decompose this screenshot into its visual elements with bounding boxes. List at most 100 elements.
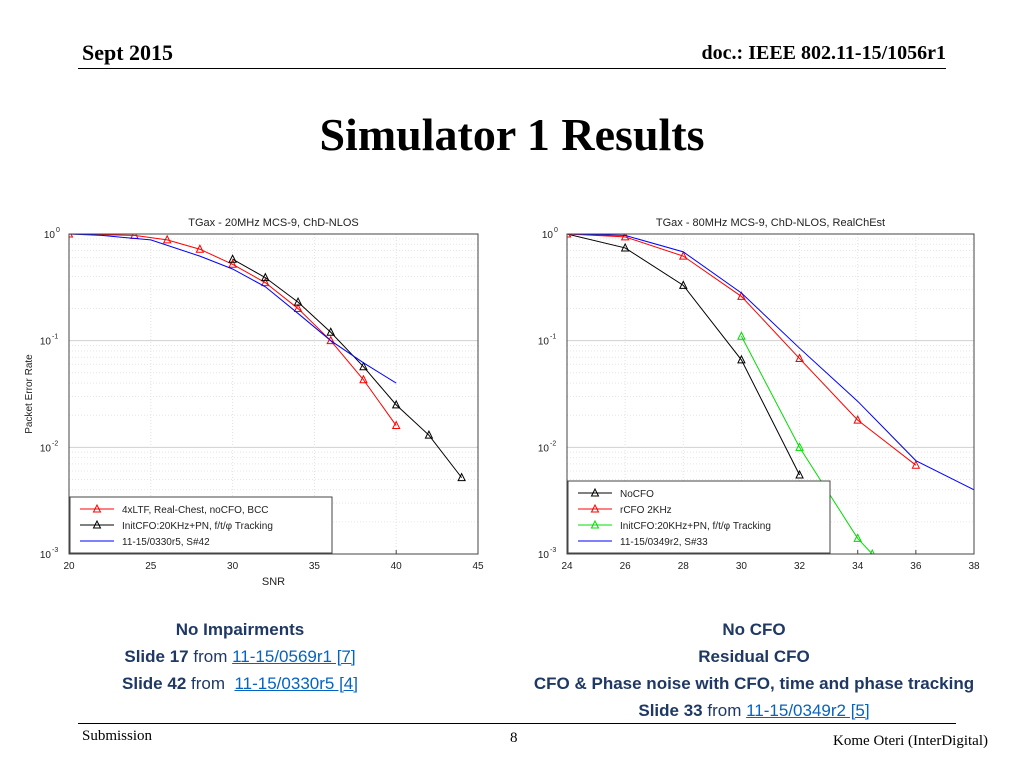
x-tick-label: 26	[620, 561, 632, 572]
y-tick-label: 10	[538, 550, 550, 561]
series-line	[567, 234, 801, 476]
data-point	[457, 472, 466, 482]
x-tick-label: 38	[968, 561, 980, 572]
legend-label: rCFO 2KHz	[620, 505, 672, 516]
x-tick-label: 24	[561, 561, 573, 572]
data-point	[293, 303, 303, 313]
header-date: Sept 2015	[82, 40, 174, 65]
series-line	[69, 234, 397, 384]
legend-marker	[92, 503, 102, 513]
x-tick-label: 25	[145, 561, 157, 572]
data-point	[853, 533, 863, 542]
series-line	[232, 258, 463, 478]
axes-box	[68, 233, 479, 555]
caption-right-line3: CFO & Phase noise with CFO, time and pha…	[533, 674, 975, 693]
y-tick-exponent: -2	[550, 440, 556, 447]
series-line	[567, 234, 917, 466]
x-tick-label: 20	[63, 561, 75, 572]
x-tick-label: 40	[391, 561, 403, 572]
data-point	[359, 361, 368, 371]
caption-right-from: from	[707, 701, 742, 720]
axes-box	[566, 233, 975, 555]
legend-label: InitCFO:20KHz+PN, f/t/φ Tracking	[620, 521, 771, 532]
legend-label: 4xLTF, Real-Chest, noCFO, BCC	[122, 505, 269, 516]
caption-right-line2: Residual CFO	[698, 647, 810, 666]
series-line	[567, 234, 974, 491]
caption-left-slide-2: Slide 42	[122, 674, 187, 693]
data-point	[678, 280, 688, 289]
data-point	[293, 296, 303, 306]
data-point	[424, 430, 434, 439]
x-tick-label: 28	[678, 561, 690, 572]
y-tick-label: 10	[538, 443, 550, 454]
data-point	[261, 277, 270, 287]
caption-left-line1: No Impairments	[175, 620, 305, 639]
legend-label: 11-15/0330r5, S#42	[122, 537, 210, 548]
legend-label: InitCFO:20KHz+PN, f/t/φ Tracking	[122, 521, 273, 532]
caption-left-link-2[interactable]: 11-15/0330r5 [4]	[234, 674, 358, 693]
caption-right-slide: Slide 33	[638, 701, 703, 720]
caption-right-link[interactable]: 11-15/0349r2 [5]	[746, 701, 870, 720]
data-point	[162, 234, 172, 244]
data-point	[620, 242, 630, 252]
legend-marker	[590, 503, 600, 513]
legend-label: NoCFO	[620, 489, 654, 500]
legend-marker	[590, 487, 600, 497]
data-point	[737, 291, 746, 300]
legend-marker	[590, 519, 600, 529]
series-group	[69, 234, 466, 482]
caption-left-from-2: from	[191, 674, 226, 693]
data-point	[228, 259, 237, 268]
y-tick-label: 10	[542, 230, 554, 241]
x-tick-label: 36	[910, 561, 922, 572]
caption-left-link-1[interactable]: 11-15/0569r1 [7]	[232, 647, 356, 666]
chart-title: TGax - 80MHz MCS-9, ChD-NLOS, RealChEst	[656, 217, 885, 229]
x-tick-label: 30	[736, 561, 748, 572]
y-tick-exponent: -1	[52, 334, 58, 341]
data-point	[391, 399, 401, 409]
footer-page-number: 8	[510, 730, 518, 746]
data-point	[911, 460, 921, 469]
y-tick-label: 10	[538, 337, 550, 348]
caption-left-from: from	[193, 647, 228, 666]
caption-right-line1: No CFO	[722, 620, 786, 639]
y-tick-exponent: -3	[52, 547, 58, 554]
data-point	[326, 327, 336, 336]
y-tick-label: 10	[40, 550, 52, 561]
y-tick-exponent: -1	[550, 334, 556, 341]
y-tick-exponent: 0	[56, 227, 60, 234]
data-point	[261, 272, 270, 282]
chart-title: TGax - 20MHz MCS-9, ChD-NLOS	[188, 217, 359, 229]
x-tick-label: 35	[309, 561, 321, 572]
x-axis-label: SNR	[262, 576, 285, 588]
x-tick-label: 32	[794, 561, 806, 572]
y-tick-label: 10	[44, 230, 56, 241]
footer-author: Kome Oteri (InterDigital)	[833, 733, 988, 749]
data-point	[228, 254, 237, 263]
y-tick-exponent: -2	[52, 440, 58, 447]
caption-left-slide: Slide 17	[124, 647, 189, 666]
legend-label: 11-15/0349r2, S#33	[620, 537, 708, 548]
y-tick-label: 10	[40, 337, 52, 348]
y-axis-label: Packet Error Rate	[24, 354, 35, 434]
data-point	[853, 414, 863, 424]
caption-left: No Impairments Slide 17 from 11-15/0569r…	[60, 616, 420, 697]
y-tick-exponent: 0	[554, 227, 558, 234]
slide-title: Simulator 1 Results	[319, 109, 705, 160]
legend-marker	[92, 519, 102, 529]
data-point	[737, 331, 746, 340]
footer-divider	[78, 723, 956, 724]
caption-right: No CFO Residual CFO CFO & Phase noise wi…	[498, 616, 1010, 724]
data-point	[359, 374, 368, 384]
data-point	[391, 420, 401, 430]
header-divider	[78, 68, 946, 69]
x-tick-label: 34	[852, 561, 864, 572]
series-line	[69, 234, 397, 426]
data-point	[326, 335, 336, 345]
y-tick-exponent: -3	[550, 547, 556, 554]
data-point	[678, 251, 688, 260]
data-point	[795, 442, 804, 451]
x-tick-label: 30	[227, 561, 239, 572]
